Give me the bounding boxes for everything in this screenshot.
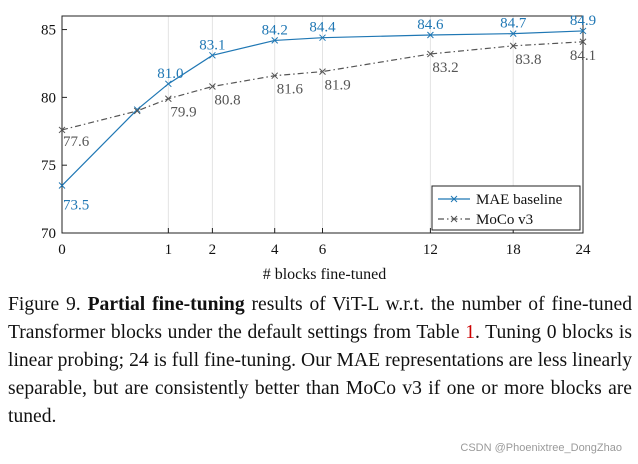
point-marker-mae-4	[271, 37, 279, 44]
point-marker-mae-0	[58, 182, 66, 189]
data-label-mae-3: 83.1	[199, 37, 225, 53]
data-label-moco-4: 81.6	[277, 82, 304, 98]
point-marker-moco-6	[427, 50, 434, 58]
caption-prefix: Figure 9.	[8, 294, 88, 315]
point-marker-mae-8	[579, 27, 587, 35]
x-tick-label-1: 1	[165, 242, 173, 258]
legend-label-0: MAE baseline	[476, 192, 563, 208]
table-reference-link[interactable]: 1	[465, 322, 475, 343]
data-label-moco-2: 79.9	[170, 105, 196, 121]
figure-caption: Figure 9. Partial fine-tuning results of…	[8, 291, 632, 431]
y-tick-label-85: 85	[41, 23, 56, 39]
data-label-moco-3: 80.8	[214, 93, 240, 109]
caption-bold-title: Partial fine-tuning	[87, 294, 245, 315]
data-label-moco-0: 77.6	[63, 134, 90, 150]
data-label-mae-6: 84.6	[417, 17, 444, 33]
y-tick-label-75: 75	[41, 158, 56, 174]
data-label-mae-4: 84.2	[262, 22, 288, 38]
point-marker-moco-1	[133, 107, 141, 115]
x-axis-label: # blocks fine-tuned	[263, 266, 387, 283]
point-marker-moco-8	[579, 38, 587, 46]
data-label-mae-7: 84.7	[500, 16, 527, 32]
data-label-mae-0: 73.5	[63, 198, 89, 214]
caption-text-1: results of ViT-L w.r.t. the number of fi…	[8, 294, 632, 343]
x-tick-label-12: 12	[423, 242, 438, 258]
chart-area: 0 1 2 4 6 12 18 24 70 75 80 85 # blocks fine-tuned 73…	[41, 13, 596, 283]
x-tick-label-0: 0	[58, 242, 66, 258]
legend-label-1: MoCo v3	[476, 212, 533, 228]
x-tick-label-24: 24	[576, 242, 592, 258]
point-marker-moco-4	[271, 72, 279, 80]
point-marker-moco-0	[58, 126, 66, 134]
point-marker-mae-7	[509, 30, 517, 37]
point-marker-moco-5	[319, 68, 326, 75]
point-marker-mae-5	[319, 34, 326, 42]
data-label-moco-5: 81.9	[325, 78, 351, 94]
caption-text-2: . Tuning 0 blocks is linear probing; 24 …	[8, 322, 632, 427]
point-marker-mae-3	[209, 51, 216, 59]
point-marker-mae-1	[133, 106, 141, 113]
x-tick-label-2: 2	[209, 242, 217, 258]
data-label-moco-7: 83.8	[515, 52, 541, 68]
point-marker-moco-3	[209, 83, 216, 90]
data-label-mae-5: 84.4	[309, 20, 336, 36]
data-label-mae-8: 84.9	[570, 13, 596, 29]
x-tick-label-18: 18	[506, 242, 521, 258]
y-tick-label-70: 70	[41, 226, 56, 242]
data-label-moco-8: 84.1	[570, 48, 596, 64]
point-marker-moco-2	[164, 95, 172, 103]
point-marker-mae-2	[164, 80, 172, 88]
point-marker-moco-7	[509, 42, 517, 50]
x-tick-label-4: 4	[271, 242, 279, 258]
x-tick-label-6: 6	[319, 242, 327, 258]
data-label-moco-6: 83.2	[432, 60, 458, 76]
legend-marker-1	[450, 215, 458, 223]
y-tick-label-80: 80	[41, 90, 56, 106]
data-label-mae-2: 81.0	[157, 66, 183, 82]
point-marker-mae-6	[427, 31, 434, 39]
legend-box	[431, 185, 581, 231]
legend-marker-0	[450, 195, 458, 203]
watermark: CSDN @Phoenixtree_DongZhao	[460, 442, 622, 454]
